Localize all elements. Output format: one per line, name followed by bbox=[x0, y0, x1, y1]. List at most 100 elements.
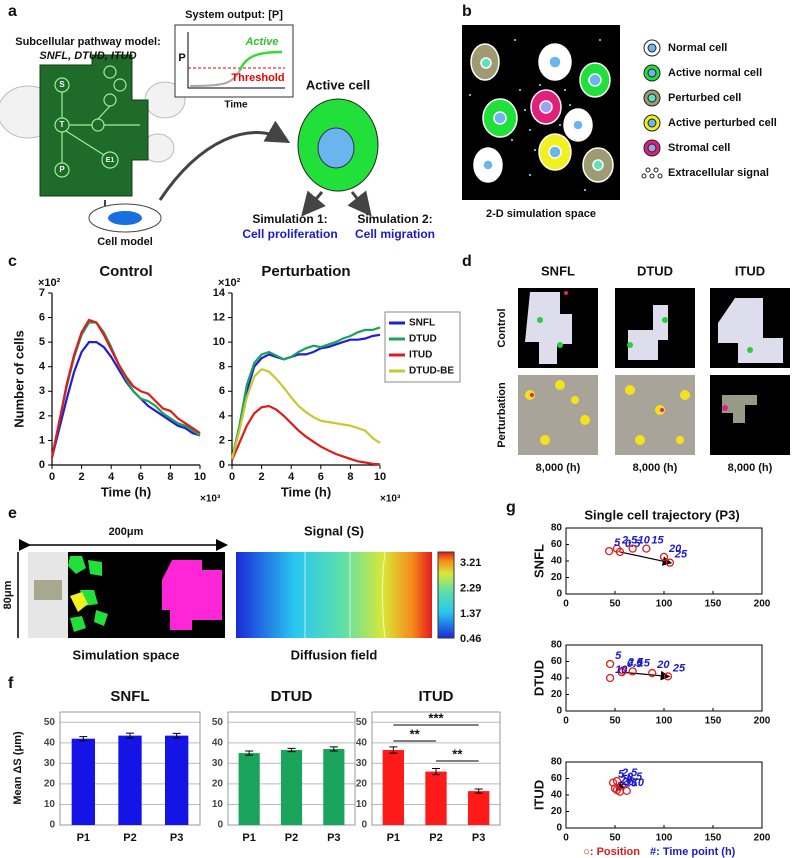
time-label: 2.5 bbox=[627, 656, 644, 668]
active-cells bbox=[537, 317, 753, 353]
position-point bbox=[665, 558, 675, 567]
legend-label: DTUD-BE bbox=[409, 366, 454, 377]
x-tick-label: P2 bbox=[285, 832, 298, 844]
error-bar bbox=[432, 768, 440, 776]
error-bar bbox=[389, 746, 398, 754]
x-tick-label: P3 bbox=[327, 832, 340, 844]
stromal-region bbox=[162, 560, 222, 630]
y-tick-label: 80 bbox=[551, 757, 563, 768]
time-label: 8,000 (h) bbox=[536, 462, 581, 474]
chart-title: Perturbation bbox=[261, 263, 350, 280]
x-tick-label: P2 bbox=[123, 832, 136, 844]
y-tick-label: 50 bbox=[44, 717, 56, 728]
position-point bbox=[628, 544, 637, 553]
plot-frame bbox=[565, 644, 763, 712]
x-tick-label: 2 bbox=[259, 471, 265, 483]
y-axis-label: Mean ΔS (μm) bbox=[12, 731, 24, 805]
perturbed-clusters bbox=[525, 380, 690, 445]
x-tick-label: P3 bbox=[170, 832, 183, 844]
threshold-label: Threshold bbox=[231, 72, 284, 84]
x-tick-label: 100 bbox=[656, 599, 673, 610]
x-tick-label: 150 bbox=[705, 833, 722, 844]
node-label: E1 bbox=[106, 157, 115, 164]
y-tick-label: 20 bbox=[212, 779, 224, 790]
bar bbox=[425, 771, 447, 825]
x-tick-label: 100 bbox=[656, 716, 673, 727]
model-title: Subcellular pathway model: bbox=[15, 36, 160, 48]
x-tick-label: 8 bbox=[167, 471, 173, 483]
x-tick-label: 200 bbox=[754, 833, 771, 844]
y-tick-label: 14 bbox=[213, 287, 226, 299]
output-axes bbox=[187, 32, 285, 89]
y-tick-label: 0 bbox=[39, 459, 45, 471]
bar bbox=[323, 748, 345, 825]
y-tick-label: 0 bbox=[361, 820, 367, 831]
legend-label: ITUD bbox=[409, 350, 432, 361]
x-tick-label: 0 bbox=[563, 599, 569, 610]
y-multiplier: ×10² bbox=[38, 277, 61, 289]
series-line bbox=[230, 333, 381, 460]
x-tick-label: 6 bbox=[318, 471, 324, 483]
position-point bbox=[610, 784, 620, 793]
y-tick-label: 40 bbox=[551, 556, 563, 567]
panel-label: e bbox=[8, 505, 17, 522]
x-axis-label: Time (h) bbox=[281, 484, 331, 499]
significance-label: ** bbox=[452, 746, 463, 761]
y-axis-label: SNFL bbox=[531, 544, 546, 578]
chart-title: SNFL bbox=[110, 688, 149, 705]
x-tick-label: 50 bbox=[609, 599, 621, 610]
x-tick-label: 200 bbox=[754, 599, 771, 610]
y-tick-label: 12 bbox=[213, 311, 225, 323]
signal-title: Signal (S) bbox=[304, 523, 364, 538]
position-point bbox=[642, 544, 651, 553]
y-tick-label: 2 bbox=[39, 410, 45, 422]
bar bbox=[382, 750, 404, 825]
time-label: 10 bbox=[638, 535, 651, 547]
width-label: 200μm bbox=[109, 526, 144, 538]
nucleus bbox=[108, 211, 142, 225]
y-tick-label: 0 bbox=[217, 820, 223, 831]
time-label: 25 bbox=[621, 776, 635, 788]
position-point bbox=[659, 552, 669, 562]
error-bar bbox=[79, 736, 88, 742]
column-label: DTUD bbox=[637, 263, 673, 278]
plot-frame bbox=[565, 761, 763, 829]
output-y-label: P bbox=[178, 52, 185, 64]
time-label: 10 bbox=[632, 777, 645, 789]
x-multiplier: ×10³ bbox=[200, 494, 221, 505]
legend-label: Extracellular signal bbox=[668, 167, 769, 179]
x-tick-label: 50 bbox=[609, 833, 621, 844]
series-line bbox=[50, 321, 201, 458]
time-label: 5 bbox=[618, 769, 625, 781]
bar bbox=[165, 735, 189, 825]
trajectory-arrow bbox=[619, 551, 673, 566]
signal-dots bbox=[469, 39, 601, 191]
y-tick-label: 20 bbox=[551, 572, 563, 583]
series-line bbox=[230, 404, 381, 466]
y-tick-label: 10 bbox=[212, 799, 224, 810]
time-label: 15 bbox=[638, 657, 651, 669]
y-tick-label: 2 bbox=[219, 434, 225, 446]
y-tick-label: 0 bbox=[556, 589, 562, 600]
x-tick-label: 100 bbox=[656, 833, 673, 844]
y-tick-label: 40 bbox=[551, 790, 563, 801]
position-point bbox=[605, 659, 615, 669]
colorbar bbox=[437, 551, 455, 639]
y-tick-label: 10 bbox=[213, 336, 225, 348]
pathway-wires bbox=[54, 65, 140, 178]
panel-label: g bbox=[506, 499, 516, 516]
y-tick-label: 0 bbox=[219, 459, 225, 471]
position-point bbox=[618, 666, 627, 675]
nucleus bbox=[317, 127, 355, 169]
x-tick-label: P1 bbox=[387, 832, 400, 844]
colorbar-tick: 3.21 bbox=[460, 557, 481, 569]
output-x-label: Time bbox=[224, 100, 248, 111]
legend-label: Perturbed cell bbox=[668, 92, 741, 104]
column-label: ITUD bbox=[735, 263, 765, 278]
active-curve bbox=[238, 50, 283, 71]
y-multiplier: ×10² bbox=[218, 277, 241, 289]
y-tick-label: 40 bbox=[212, 737, 224, 748]
panel-b: 2-D simulation space bbox=[462, 25, 663, 220]
active-label: Active bbox=[244, 36, 278, 48]
arrow bbox=[301, 190, 326, 217]
